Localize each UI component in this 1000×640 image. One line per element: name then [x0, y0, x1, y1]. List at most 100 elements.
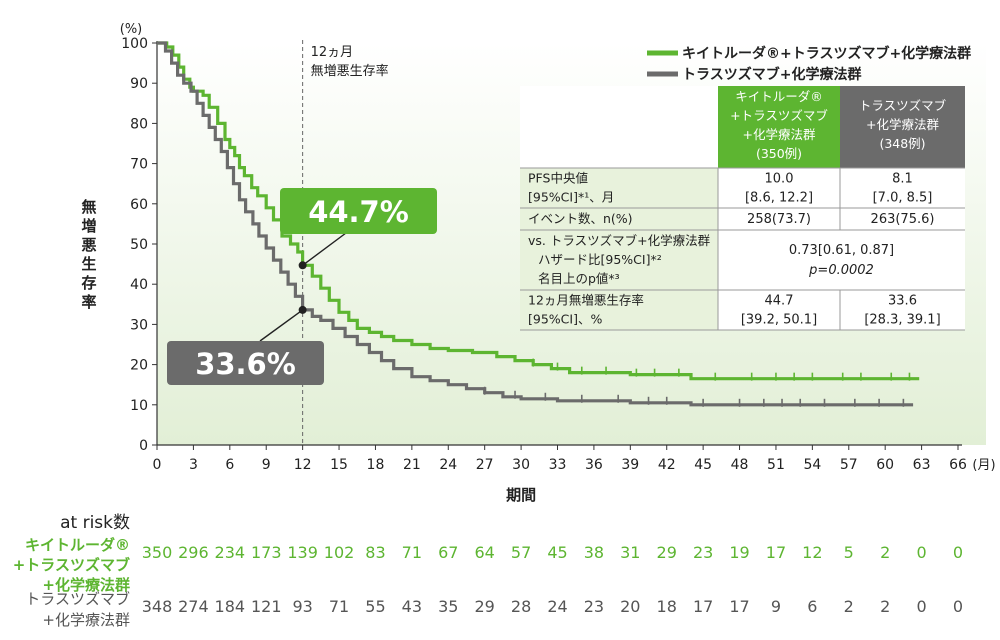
series-line — [157, 41, 914, 407]
table-control-value: [7.0, 8.5] — [873, 191, 933, 206]
at-risk-keytruda-count: 0 — [916, 543, 926, 562]
at-risk-control-count: 184 — [215, 597, 246, 616]
x-unit-label: (月) — [972, 458, 995, 473]
x-tick-label: 36 — [585, 457, 603, 473]
x-tick-label: 51 — [767, 457, 785, 473]
x-tick-label: 27 — [476, 457, 494, 473]
x-tick-label: 45 — [694, 457, 712, 473]
y-tick-label: 30 — [130, 317, 148, 333]
table-head-keytruda: +トラスツズマブ — [730, 108, 828, 123]
table-row-label: 12ヵ月無増悪生存率 — [528, 293, 644, 308]
callout-leader — [302, 229, 351, 266]
table-row-label: [95%CI]*¹、月 — [528, 190, 614, 205]
table-keytruda-value: 10.0 — [765, 172, 794, 187]
at-risk-control-label: トラスツズマブ — [25, 590, 130, 608]
at-risk-control-count: 6 — [807, 597, 817, 616]
at-risk-keytruda-count: 67 — [438, 543, 458, 562]
at-risk-control-count: 17 — [693, 597, 713, 616]
table-keytruda-value: 44.7 — [765, 294, 794, 309]
at-risk-control-count: 28 — [511, 597, 531, 616]
x-tick-label: 24 — [439, 457, 457, 473]
at-risk-keytruda-count: 102 — [324, 543, 355, 562]
legend-label: キイトルーダ®+トラスツズマブ+化学療法群 — [682, 45, 971, 62]
table-head-control-bg — [840, 86, 965, 168]
reference-line-label: 無増悪生存率 — [311, 63, 389, 79]
x-tick-label: 33 — [549, 457, 567, 473]
at-risk-keytruda-label: キイトルーダ® — [25, 536, 130, 554]
at-risk-keytruda-label: +トラスツズマブ — [13, 556, 130, 574]
x-tick-label: 15 — [330, 457, 348, 473]
y-tick-label: 60 — [130, 197, 148, 213]
table-control-value: 33.6 — [888, 294, 917, 309]
callout-value: 33.6% — [195, 347, 296, 381]
y-axis-title-char: 増 — [81, 217, 96, 235]
callout-value: 44.7% — [308, 195, 409, 229]
y-unit-label: (%) — [120, 22, 143, 37]
callout-point — [298, 261, 307, 270]
at-risk-keytruda-count: 38 — [584, 543, 604, 562]
at-risk-keytruda-count: 64 — [475, 543, 495, 562]
table-row-label: 名目上のp値*³ — [538, 271, 620, 286]
table-head-control: (348例) — [879, 136, 925, 151]
x-tick-label: 60 — [876, 457, 894, 473]
at-risk-control-count: 93 — [292, 597, 312, 616]
x-tick-label: 48 — [731, 457, 749, 473]
at-risk-title: at risk数 — [60, 513, 130, 533]
callout-point — [298, 305, 307, 314]
x-tick-label: 12 — [294, 457, 312, 473]
at-risk-control-count: 24 — [547, 597, 567, 616]
at-risk-keytruda-count: 5 — [844, 543, 854, 562]
table-merged-value: 0.73[0.61, 0.87] — [789, 243, 894, 258]
at-risk-keytruda-count: 350 — [142, 543, 173, 562]
y-axis-title-char: 無 — [81, 198, 96, 216]
x-tick-label: 6 — [225, 457, 234, 473]
y-tick-label: 20 — [130, 358, 148, 374]
y-tick-label: 50 — [130, 237, 148, 253]
x-tick-label: 30 — [512, 457, 530, 473]
x-tick-label: 9 — [262, 457, 271, 473]
results-table: キイトルーダ® +トラスツズマブ +化学療法群 (350例) トラスツズマブ +化学療法群… — [520, 86, 965, 331]
at-risk-control-count: 0 — [953, 597, 963, 616]
at-risk-keytruda-count: 0 — [953, 543, 963, 562]
table-row-label: vs. トラスツズマブ+化学療法群 — [528, 233, 711, 248]
series-1 — [157, 41, 914, 407]
y-axis-title-char: 生 — [81, 255, 96, 273]
reference-line-label: 12ヵ月 — [311, 45, 354, 60]
table-control-value: 263(75.6) — [871, 212, 935, 227]
y-tick-label: 10 — [130, 398, 148, 414]
x-tick-label: 0 — [153, 457, 162, 473]
x-tick-label: 66 — [949, 457, 967, 473]
at-risk-keytruda-count: 19 — [729, 543, 749, 562]
y-tick-label: 70 — [130, 157, 148, 173]
at-risk-keytruda-label: +化学療法群 — [42, 576, 130, 594]
at-risk-control-count: 348 — [142, 597, 173, 616]
legend-label: トラスツズマブ+化学療法群 — [682, 66, 861, 83]
at-risk-control-count: 2 — [844, 597, 854, 616]
x-tick-label: 18 — [367, 457, 385, 473]
at-risk-control-count: 121 — [251, 597, 282, 616]
at-risk-keytruda-count: 17 — [766, 543, 786, 562]
table-control-value: 8.1 — [892, 172, 913, 187]
at-risk-control-count: 35 — [438, 597, 458, 616]
callout-box — [280, 188, 437, 234]
table-head-keytruda: キイトルーダ® — [735, 89, 823, 104]
table-row-label: ハザード比[95%CI]*² — [538, 252, 662, 267]
at-risk-keytruda-count: 83 — [365, 543, 385, 562]
y-axis-title-char: 悪 — [81, 236, 96, 254]
at-risk-control-count: 29 — [475, 597, 495, 616]
x-axis-title: 期間 — [506, 486, 536, 504]
callout-1: 33.6% — [167, 305, 324, 385]
table-row-label: PFS中央値 — [528, 171, 588, 186]
at-risk-keytruda-count: 234 — [215, 543, 246, 562]
table-keytruda-value: [8.6, 12.2] — [745, 191, 813, 206]
x-tick-label: 39 — [621, 457, 639, 473]
x-tick-label: 54 — [803, 457, 821, 473]
y-tick-label: 0 — [139, 438, 148, 454]
callout-0: 44.7% — [280, 188, 437, 270]
callout-box — [167, 341, 324, 385]
table-row-label: イベント数、n(%) — [528, 211, 633, 226]
at-risk-control-label: +化学療法群 — [42, 611, 130, 629]
table-head-keytruda-bg — [718, 86, 840, 168]
x-tick-label: 57 — [840, 457, 858, 473]
at-risk-keytruda-count: 31 — [620, 543, 640, 562]
